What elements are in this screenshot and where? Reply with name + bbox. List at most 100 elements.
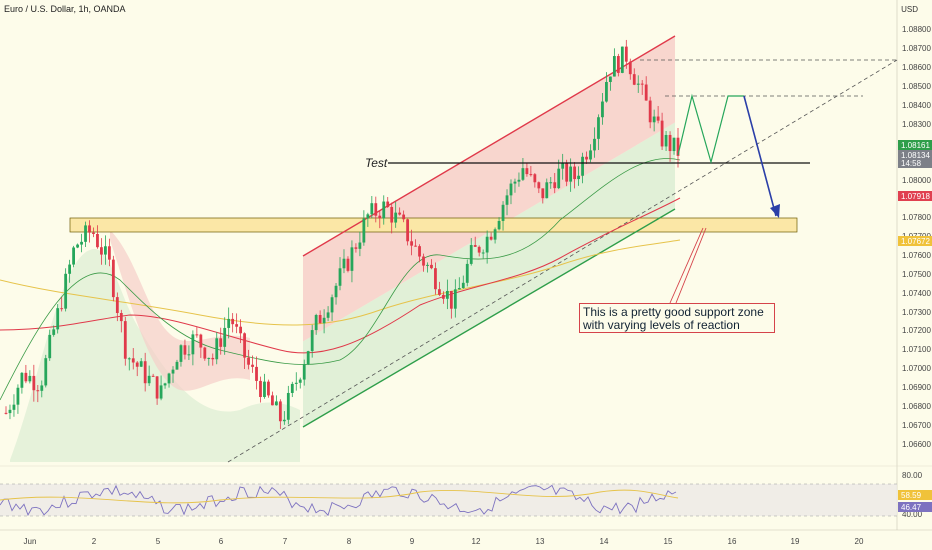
candle-body <box>310 330 314 352</box>
price-tag-bg <box>898 236 932 246</box>
candle-body <box>179 345 183 362</box>
price-tick-label: 1.06900 <box>902 383 931 392</box>
candle-body <box>191 334 195 355</box>
candle-body <box>68 264 72 274</box>
candle-body <box>163 383 167 386</box>
candle-body <box>569 166 573 182</box>
candle-body <box>461 282 465 289</box>
rsi-tag-label: 46.47 <box>901 503 922 512</box>
candle-body <box>573 166 577 180</box>
time-tick-label: 2 <box>92 537 97 546</box>
time-tick-label: 8 <box>347 537 352 546</box>
candle-body <box>64 273 68 309</box>
price-tag-bg <box>898 191 932 201</box>
time-tick-label: 12 <box>472 537 481 546</box>
candle-body <box>100 247 103 255</box>
time-tick-label: Jun <box>24 537 37 546</box>
projection-zigzag <box>677 93 744 165</box>
candle-body <box>605 81 608 102</box>
candle-body <box>96 233 99 248</box>
price-tick-label: 1.08300 <box>902 120 931 129</box>
price-tick-label: 1.07300 <box>902 308 931 317</box>
candle-body <box>155 376 159 399</box>
price-tick-label: 1.08600 <box>902 63 931 72</box>
time-tick-label: 6 <box>219 537 224 546</box>
candle-body <box>203 347 207 359</box>
candle-body <box>493 229 497 240</box>
candle-body <box>430 264 433 269</box>
candle-body <box>672 137 676 152</box>
support-zone-note: This is a pretty good support zone with … <box>579 303 775 333</box>
note-pointer-2 <box>675 227 707 304</box>
candle-body <box>215 338 219 360</box>
candle-body <box>386 201 390 207</box>
price-tick-label: 1.08800 <box>902 25 931 34</box>
candle-body <box>52 329 56 335</box>
candle-body <box>123 321 127 359</box>
candle-body <box>390 206 394 223</box>
candle-body <box>111 259 115 298</box>
candle-body <box>561 163 565 169</box>
time-tick-label: 13 <box>536 537 545 546</box>
candle-body <box>227 318 231 328</box>
candle-body <box>648 100 652 123</box>
rsi-tag-bg <box>898 490 932 500</box>
candle-body <box>56 308 60 330</box>
candle-body <box>267 381 270 396</box>
price-tag-label: 1.08161 <box>901 141 930 150</box>
candle-body <box>406 219 410 242</box>
candle-body <box>640 83 644 85</box>
candle-body <box>207 357 211 359</box>
channel-upper-fill <box>303 36 675 342</box>
candle-body <box>342 258 346 269</box>
candle-body <box>549 182 553 184</box>
candle-body <box>644 84 648 101</box>
chart-title: Euro / U.S. Dollar, 1h, OANDA <box>4 4 126 14</box>
time-tick-label: 14 <box>600 537 609 546</box>
price-tag-bg <box>898 140 932 150</box>
candle-body <box>636 83 640 85</box>
candle-body <box>481 252 485 254</box>
candle-body <box>513 181 517 184</box>
candle-body <box>557 168 561 189</box>
candle-body <box>72 247 75 265</box>
candle-body <box>4 412 8 414</box>
candle-body <box>8 409 12 414</box>
candle-body <box>127 358 131 360</box>
candle-body <box>338 268 342 286</box>
candle-body <box>40 385 44 391</box>
time-tick-label: 7 <box>283 537 288 546</box>
candle-body <box>418 246 421 257</box>
candle-body <box>282 419 286 422</box>
candle-body <box>354 247 358 249</box>
candle-body <box>88 225 91 233</box>
candle-body <box>422 256 425 266</box>
price-tick-label: 1.08000 <box>902 176 931 185</box>
candle-body <box>271 395 274 406</box>
candle-body <box>286 392 290 420</box>
candle-body <box>48 334 52 359</box>
candle-body <box>612 56 616 77</box>
candle-body <box>183 345 187 355</box>
candle-body <box>362 218 366 243</box>
candle-body <box>517 179 521 182</box>
rsi-tag-bg <box>898 502 932 512</box>
candle-body <box>553 182 557 189</box>
price-tick-label: 1.07600 <box>902 251 931 260</box>
candle-body <box>358 242 362 249</box>
candle-body <box>298 379 302 383</box>
rsi-ma-line <box>0 489 679 504</box>
candle-body <box>374 203 378 216</box>
candle-body <box>107 246 111 260</box>
candle-body <box>44 358 48 386</box>
candle-body <box>135 362 139 367</box>
candle-body <box>477 246 481 253</box>
candle-body <box>322 317 326 324</box>
candle-body <box>20 372 24 388</box>
candle-body <box>318 314 322 324</box>
candle-body <box>410 241 413 246</box>
candle-body <box>167 373 171 384</box>
candle-body <box>469 245 473 264</box>
candle-body <box>434 268 437 290</box>
